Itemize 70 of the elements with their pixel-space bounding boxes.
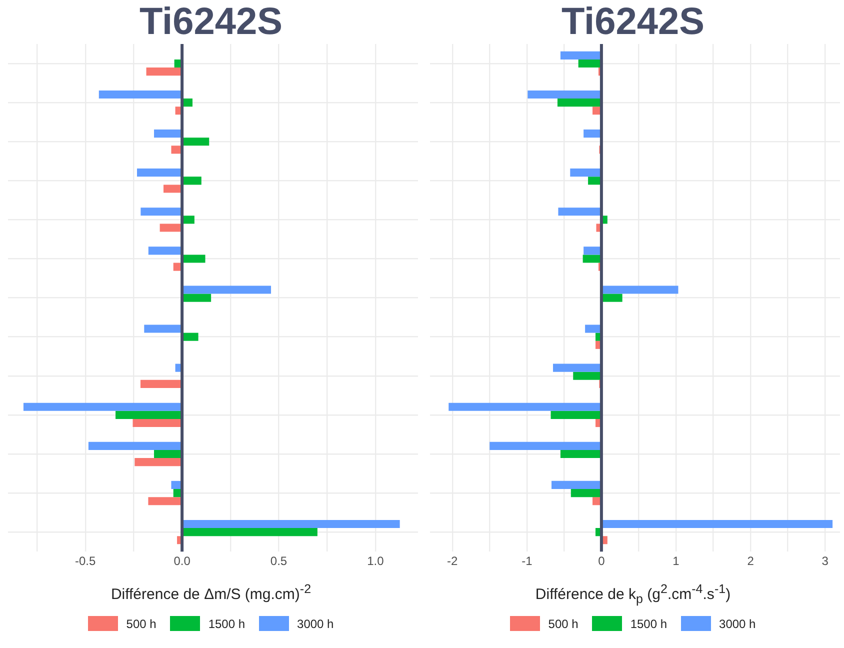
bar bbox=[182, 176, 202, 185]
legend-label: 1500 h bbox=[208, 616, 246, 630]
bar bbox=[171, 480, 182, 489]
bar bbox=[148, 497, 182, 506]
bar bbox=[116, 410, 182, 419]
x-tick-label: -2 bbox=[447, 554, 458, 568]
bar bbox=[560, 51, 601, 60]
bar bbox=[144, 324, 182, 333]
bar bbox=[573, 372, 601, 380]
bar bbox=[557, 98, 601, 107]
bar bbox=[602, 294, 622, 302]
bar bbox=[570, 488, 601, 498]
legend-label: 1500 h bbox=[630, 616, 668, 630]
bar bbox=[146, 68, 182, 76]
bar bbox=[558, 208, 601, 216]
bar bbox=[136, 168, 182, 177]
bar bbox=[160, 224, 182, 232]
bar bbox=[88, 442, 182, 450]
legend-label: 3000 h bbox=[719, 616, 756, 630]
bar bbox=[98, 90, 182, 99]
bar bbox=[140, 380, 182, 388]
bar bbox=[552, 480, 601, 489]
x-axis-title: Différence de Δm/S (mg.cm)$^{-2}$ bbox=[110, 581, 312, 603]
bar bbox=[584, 246, 601, 255]
x-tick-label: 1.0 bbox=[367, 554, 384, 568]
bar bbox=[154, 130, 182, 138]
bar bbox=[570, 168, 601, 177]
bar bbox=[163, 184, 182, 193]
legend-label: 500 h bbox=[548, 616, 578, 630]
bar bbox=[578, 59, 601, 68]
x-tick-label: 0.5 bbox=[270, 554, 288, 568]
chart-title: Ti6242S bbox=[562, 0, 704, 44]
bar bbox=[584, 130, 601, 138]
legend-label: 3000 h bbox=[297, 616, 334, 630]
bar bbox=[582, 254, 601, 263]
x-tick-label: 2 bbox=[747, 554, 754, 568]
bar bbox=[182, 138, 210, 146]
x-tick-label: 0.0 bbox=[174, 554, 191, 568]
bar bbox=[134, 458, 182, 466]
text: Différence de k$_{p}$ (g$^{2}$.cm$^{-4}$.s$^{-1}$) bbox=[535, 582, 731, 606]
x-tick-label: -0.5 bbox=[75, 554, 96, 568]
x-tick-label: 0 bbox=[598, 554, 606, 568]
bar bbox=[560, 450, 601, 458]
bar bbox=[588, 176, 601, 185]
bar bbox=[182, 216, 194, 224]
bar bbox=[182, 294, 212, 302]
x-tick-label: -1 bbox=[522, 554, 533, 568]
bar bbox=[132, 418, 182, 428]
bar bbox=[148, 246, 182, 255]
bar bbox=[528, 90, 601, 99]
bar bbox=[448, 402, 601, 411]
x-tick-label: 3 bbox=[822, 554, 829, 568]
bar bbox=[182, 332, 198, 341]
legend-label: 500 h bbox=[126, 616, 156, 630]
bar bbox=[585, 324, 601, 333]
bar bbox=[182, 520, 400, 528]
bar bbox=[182, 254, 206, 263]
bar bbox=[602, 286, 678, 294]
bar bbox=[182, 528, 318, 536]
bar bbox=[602, 520, 833, 528]
bar bbox=[490, 442, 601, 450]
bar bbox=[140, 208, 182, 216]
bar bbox=[171, 146, 182, 154]
bar bbox=[550, 410, 601, 419]
bar bbox=[553, 364, 601, 372]
bar bbox=[23, 402, 182, 411]
bar bbox=[154, 450, 182, 458]
chart-title: Ti6242S bbox=[140, 0, 282, 44]
bar bbox=[182, 286, 272, 294]
x-tick-label: 1 bbox=[672, 554, 680, 568]
